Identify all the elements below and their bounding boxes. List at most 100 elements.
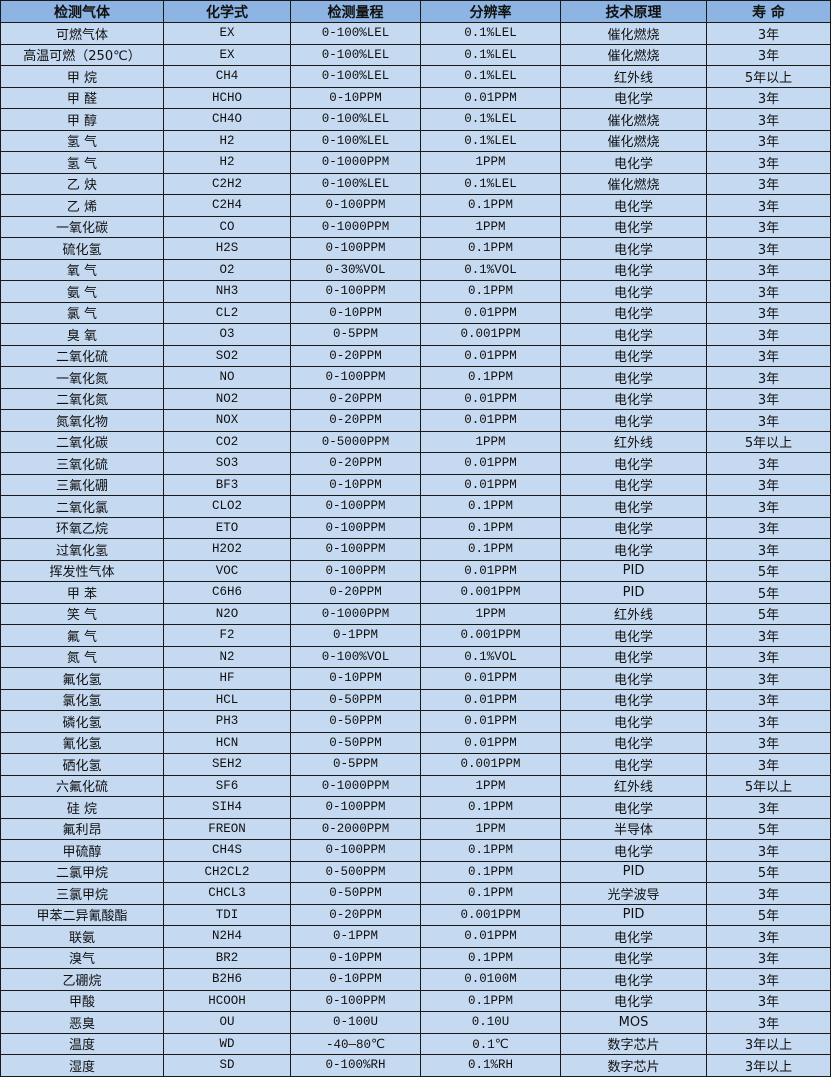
cell-range: 0-1000PPM (290, 151, 421, 174)
cell-resolution: 0.1%LEL (420, 65, 561, 88)
cell-gas: 环氧乙烷 (0, 516, 164, 539)
cell-lifespan: 3年 (706, 753, 831, 776)
cell-principle: 电化学 (560, 516, 707, 539)
cell-range: 0-100%LEL (290, 172, 421, 195)
cell-principle: 电化学 (560, 366, 707, 389)
cell-lifespan: 3年 (706, 215, 831, 238)
cell-resolution: 0.01PPM (420, 559, 561, 582)
cell-lifespan: 3年 (706, 667, 831, 690)
cell-principle: 电化学 (560, 624, 707, 647)
cell-resolution: 0.1%LEL (420, 108, 561, 131)
cell-principle: PID (560, 860, 707, 883)
cell-gas: 湿度 (0, 1054, 164, 1077)
cell-lifespan: 3年 (706, 323, 831, 346)
cell-gas: 溴气 (0, 946, 164, 969)
cell-formula: SO2 (163, 344, 291, 367)
cell-resolution: 1PPM (420, 774, 561, 797)
cell-formula: CL2 (163, 301, 291, 324)
cell-resolution: 0.1%VOL (420, 258, 561, 281)
cell-gas: 一氧化氮 (0, 366, 164, 389)
cell-gas: 硅 烷 (0, 796, 164, 819)
table-row: 可燃气体 EX 0-100%LEL 0.1%LEL 催化燃烧 3年 (0, 22, 831, 45)
cell-resolution: 0.1%VOL (420, 645, 561, 668)
table-row: 三氧化硫 SO3 0-20PPM 0.01PPM 电化学 3年 (0, 452, 831, 475)
table-row: 溴气 BR2 0-10PPM 0.1PPM 电化学 3年 (0, 946, 831, 969)
cell-range: 0-5PPM (290, 753, 421, 776)
cell-gas: 磷化氢 (0, 710, 164, 733)
cell-range: 0-1000PPM (290, 774, 421, 797)
cell-gas: 高温可燃（250℃） (0, 43, 164, 66)
cell-resolution: 0.01PPM (420, 473, 561, 496)
cell-formula: CO2 (163, 430, 291, 453)
cell-gas: 甲苯二异氰酸酯 (0, 903, 164, 926)
cell-gas: 氰化氢 (0, 731, 164, 754)
table-row: 乙 炔 C2H2 0-100%LEL 0.1%LEL 催化燃烧 3年 (0, 172, 831, 195)
cell-resolution: 0.1%LEL (420, 172, 561, 195)
cell-gas: 氯化氢 (0, 688, 164, 711)
cell-range: 0-100PPM (290, 538, 421, 561)
table-row: 氯化氢 HCL 0-50PPM 0.01PPM 电化学 3年 (0, 688, 831, 711)
cell-principle: 电化学 (560, 409, 707, 432)
header-row: 检测气体 化学式 检测量程 分辨率 技术原理 寿 命 (0, 0, 831, 23)
table-row: 温度 WD -40—80℃ 0.1℃ 数字芯片 3年以上 (0, 1032, 831, 1055)
cell-gas: 硫化氢 (0, 237, 164, 260)
cell-principle: 电化学 (560, 280, 707, 303)
cell-formula: BF3 (163, 473, 291, 496)
cell-formula: SD (163, 1054, 291, 1077)
cell-resolution: 1PPM (420, 215, 561, 238)
cell-range: 0-10PPM (290, 301, 421, 324)
cell-principle: 电化学 (560, 667, 707, 690)
cell-resolution: 0.1PPM (420, 796, 561, 819)
cell-principle: PID (560, 581, 707, 604)
cell-lifespan: 3年 (706, 22, 831, 45)
cell-formula: C2H4 (163, 194, 291, 217)
table-row: 甲 苯 C6H6 0-20PPM 0.001PPM PID 5年 (0, 581, 831, 604)
cell-formula: NOX (163, 409, 291, 432)
cell-formula: CH4O (163, 108, 291, 131)
cell-range: 0-100%LEL (290, 22, 421, 45)
cell-principle: 电化学 (560, 710, 707, 733)
table-row: 硅 烷 SIH4 0-100PPM 0.1PPM 电化学 3年 (0, 796, 831, 819)
cell-resolution: 0.01PPM (420, 731, 561, 754)
cell-range: 0-50PPM (290, 882, 421, 905)
table-row: 氟化氢 HF 0-10PPM 0.01PPM 电化学 3年 (0, 667, 831, 690)
cell-range: 0-2000PPM (290, 817, 421, 840)
cell-range: 0-50PPM (290, 731, 421, 754)
cell-principle: 电化学 (560, 946, 707, 969)
cell-principle: 催化燃烧 (560, 129, 707, 152)
cell-range: 0-100PPM (290, 839, 421, 862)
cell-principle: 电化学 (560, 258, 707, 281)
cell-range: 0-100%LEL (290, 65, 421, 88)
table-row: 氰化氢 HCN 0-50PPM 0.01PPM 电化学 3年 (0, 731, 831, 754)
cell-lifespan: 5年以上 (706, 430, 831, 453)
cell-principle: 电化学 (560, 925, 707, 948)
cell-lifespan: 3年 (706, 1011, 831, 1034)
table-row: 高温可燃（250℃） EX 0-100%LEL 0.1%LEL 催化燃烧 3年 (0, 43, 831, 66)
cell-gas: 温度 (0, 1032, 164, 1055)
cell-principle: 催化燃烧 (560, 108, 707, 131)
cell-lifespan: 3年以上 (706, 1032, 831, 1055)
cell-lifespan: 3年 (706, 839, 831, 862)
cell-gas: 氧 气 (0, 258, 164, 281)
cell-lifespan: 5年 (706, 602, 831, 625)
cell-lifespan: 3年 (706, 710, 831, 733)
cell-gas: 氟利昂 (0, 817, 164, 840)
cell-resolution: 1PPM (420, 430, 561, 453)
cell-gas: 氮 气 (0, 645, 164, 668)
table-header: 检测气体 化学式 检测量程 分辨率 技术原理 寿 命 (0, 0, 831, 23)
cell-formula: H2S (163, 237, 291, 260)
cell-lifespan: 3年 (706, 925, 831, 948)
cell-formula: N2O (163, 602, 291, 625)
cell-range: 0-20PPM (290, 344, 421, 367)
cell-range: 0-10PPM (290, 667, 421, 690)
cell-range: 0-100PPM (290, 194, 421, 217)
table-row: 甲酸 HCOOH 0-100PPM 0.1PPM 电化学 3年 (0, 989, 831, 1012)
cell-gas: 氢 气 (0, 129, 164, 152)
cell-principle: 电化学 (560, 538, 707, 561)
table-body: 可燃气体 EX 0-100%LEL 0.1%LEL 催化燃烧 3年 高温可燃（250℃） EX… (0, 22, 831, 1077)
cell-lifespan: 5年以上 (706, 774, 831, 797)
cell-gas: 联氨 (0, 925, 164, 948)
cell-formula: NO2 (163, 387, 291, 410)
cell-formula: VOC (163, 559, 291, 582)
cell-lifespan: 3年 (706, 237, 831, 260)
